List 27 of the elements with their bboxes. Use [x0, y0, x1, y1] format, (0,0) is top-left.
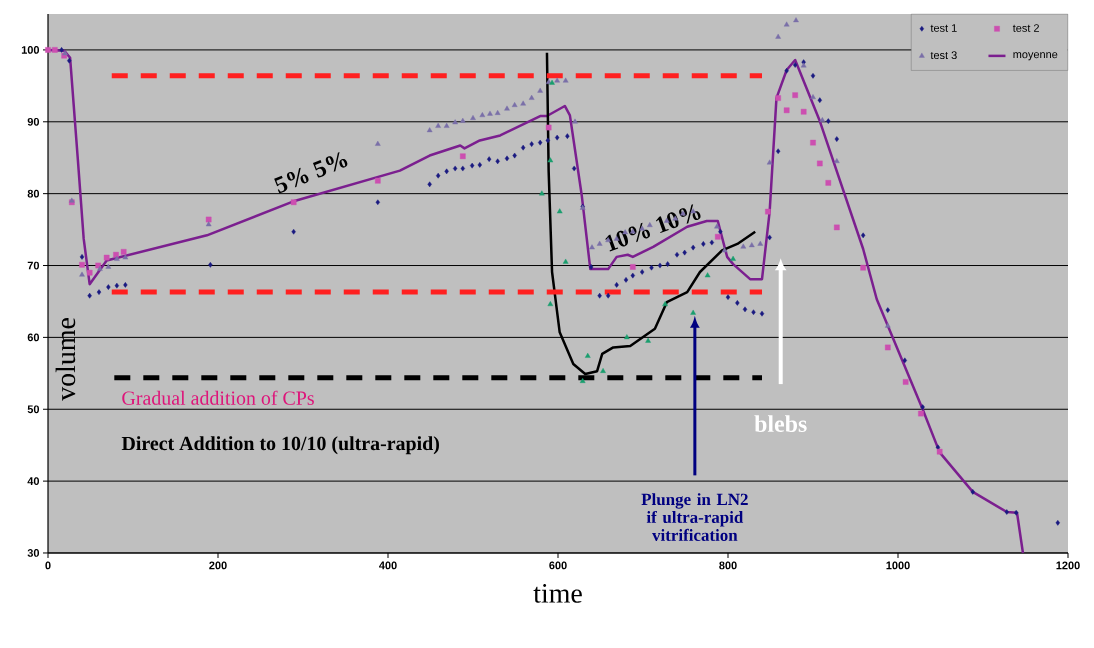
y-tick-label: 70: [27, 261, 40, 270]
x-tick-label: 400: [379, 561, 397, 570]
x-tick-label: 600: [549, 561, 567, 570]
x-tick-label: 800: [719, 561, 737, 570]
y-tick-label: 30: [27, 549, 40, 557]
annotation: 10% 10%: [605, 204, 701, 252]
y-tick-label: 50: [27, 405, 40, 414]
x-axis-title: time: [533, 584, 582, 603]
y-axis-title: volume: [55, 318, 76, 401]
annotation: Gradual addition of CPs: [122, 390, 314, 405]
y-tick-label: 40: [27, 477, 40, 485]
legend-label: test 3: [930, 51, 957, 60]
y-tick-label: 90: [27, 117, 40, 126]
annotation: Plunge in LN2 if ultra-rapid vitrification: [641, 493, 748, 541]
legend-label: test 1: [930, 24, 957, 32]
x-tick-label: 1200: [1056, 561, 1080, 570]
annotation: blebs: [754, 415, 807, 433]
legend-label: moyenne: [1013, 52, 1058, 61]
y-tick-label: 80: [27, 189, 40, 198]
x-tick-label: 1000: [886, 561, 910, 570]
annotation: 5% 5%: [274, 152, 348, 194]
x-tick-label: 200: [209, 561, 227, 570]
legend-label: test 2: [1012, 24, 1039, 32]
y-tick-label: 100: [21, 46, 40, 54]
x-tick-label: 0: [45, 561, 51, 570]
y-tick-label: 60: [27, 333, 40, 342]
annotation: Direct Addition to 10/10 (ultra-rapid): [121, 436, 439, 455]
